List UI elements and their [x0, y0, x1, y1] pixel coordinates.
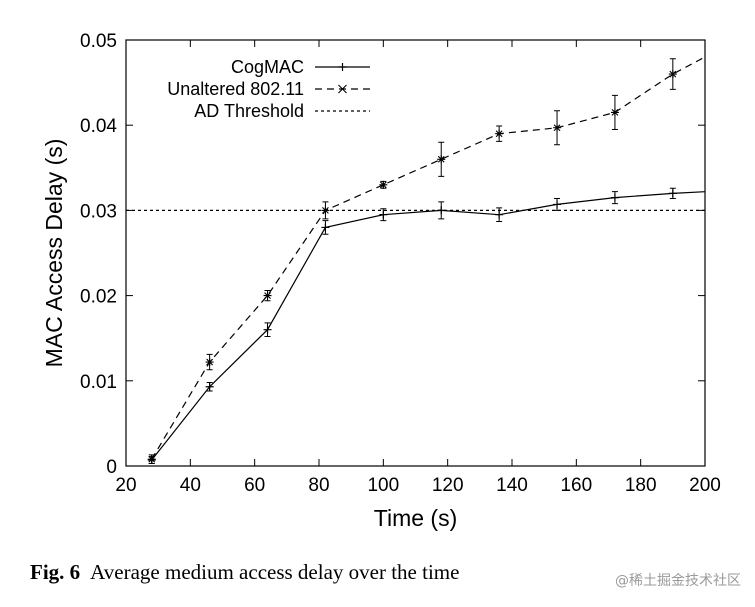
chart-marks: 20 40 60 80 100 120 140 160 180 200 0 0.01 0.02 0.03 0…: [41, 31, 721, 531]
figure-caption: Fig. 6 Average medium access delay over t…: [30, 560, 459, 585]
x-tick-label: 40: [180, 475, 201, 496]
data-point: [379, 210, 388, 219]
data-point: [610, 193, 619, 202]
data-point: [263, 291, 272, 300]
data-point: [205, 358, 214, 367]
y-tick-label: 0: [106, 457, 117, 478]
y-tick-label: 0.04: [80, 116, 117, 137]
data-point: [495, 210, 504, 219]
caption-text: Average medium access delay over the tim…: [90, 560, 460, 584]
data-point: [147, 455, 156, 464]
data-point: [205, 382, 214, 391]
legend-marker: [338, 63, 347, 71]
x-tick-label: 60: [244, 475, 265, 496]
plot-frame: [125, 39, 706, 467]
caption-label: Fig. 6: [30, 560, 81, 584]
data-point: [553, 123, 562, 132]
x-tick-label: 160: [560, 475, 592, 496]
series-line: [151, 191, 706, 461]
x-tick-label: 140: [496, 475, 528, 496]
y-tick-label: 0.01: [80, 372, 117, 393]
y-tick-label: 0.05: [80, 31, 117, 52]
data-point: [610, 108, 619, 117]
data-point: [553, 200, 562, 209]
x-axis-title: Time (s): [374, 505, 457, 531]
data-point: [321, 223, 330, 232]
x-tick-label: 180: [625, 475, 657, 496]
data-point: [668, 189, 677, 198]
legend-marker: [338, 84, 347, 94]
series-line: [151, 56, 706, 460]
data-point: [495, 129, 504, 138]
data-point: [437, 155, 446, 164]
x-tick-label: 80: [308, 475, 329, 496]
data-point: [668, 70, 677, 79]
x-tick-label: 100: [367, 475, 399, 496]
y-axis-title: MAC Access Delay (s): [41, 139, 67, 368]
x-tick-label: 200: [689, 475, 721, 496]
legend-label: Unaltered 802.11: [167, 79, 304, 99]
legend-label: CogMAC: [231, 57, 304, 77]
data-point: [379, 180, 388, 189]
x-tick-label: 20: [115, 475, 136, 496]
data-point: [263, 325, 272, 334]
legend-label: AD Threshold: [194, 101, 304, 121]
y-tick-label: 0.02: [80, 287, 117, 308]
chart: 20 40 60 80 100 120 140 160 180 200 0 0.01 0.02 0.03 0…: [41, 31, 721, 531]
watermark: @稀土掘金技术社区: [615, 573, 741, 589]
x-tick-label: 120: [432, 475, 464, 496]
y-tick-label: 0.03: [80, 201, 117, 222]
